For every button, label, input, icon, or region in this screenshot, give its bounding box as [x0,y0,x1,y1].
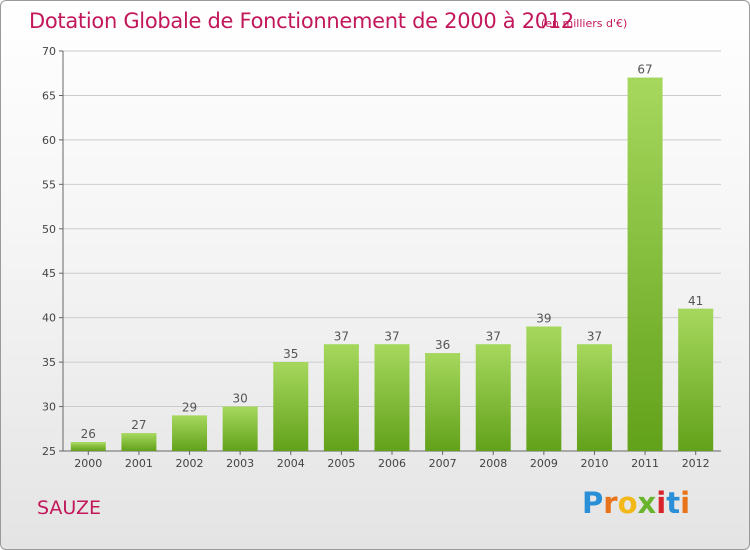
x-tick-label: 2011 [631,457,659,470]
x-tick-label: 2012 [682,457,710,470]
y-tick-label: 25 [42,445,56,458]
logo-letter: r [603,486,618,520]
data-label: 37 [587,329,602,343]
data-label: 39 [536,312,551,326]
logo-letter: t [666,486,681,520]
logo-letter: i [680,486,691,520]
bar-cap [323,344,359,347]
bar-cap [425,353,461,356]
y-tick-label: 65 [42,89,56,102]
data-label: 30 [233,392,248,406]
labels: 26 27 29 30 35 37 37 36 37 39 37 67 41 [81,63,704,441]
bar [425,353,461,451]
logo-letter: x [637,486,657,520]
bar [222,406,258,451]
bar [627,77,663,452]
y-tick-label: 45 [42,267,56,280]
chart-subtitle: (en milliers d'€) [541,17,628,30]
bar [475,344,511,451]
y-tick-label: 70 [42,45,56,58]
commune-name: SAUZE [37,497,102,519]
x-tick-label: 2000 [74,457,102,470]
bar [172,415,208,451]
y-tick-label: 55 [42,178,56,191]
x-tick-label: 2005 [327,457,355,470]
y-tick-label: 30 [42,401,56,414]
logo-letter: P [582,486,604,520]
data-label: 35 [283,347,298,361]
x-tick-label: 2008 [479,457,507,470]
bar-cap [678,308,714,311]
bar [678,308,714,451]
bar-cap [70,442,106,445]
bar [70,442,106,451]
bar-cap [374,344,410,347]
axes: 25 30 35 40 45 50 55 60 65 70 2000 2001 2002 2003 2004… [42,45,721,470]
bar [526,326,562,451]
bar [121,433,157,451]
data-label: 36 [435,338,450,352]
data-label: 67 [637,63,652,77]
x-tick-label: 2010 [580,457,608,470]
bar [374,344,410,451]
bar-cap [172,415,208,418]
data-label: 37 [334,329,349,343]
data-label: 27 [131,418,146,432]
bar [323,344,359,451]
data-label: 29 [182,400,197,414]
x-tick-label: 2001 [125,457,153,470]
y-tick-label: 35 [42,356,56,369]
bar-cap [526,326,562,329]
x-tick-label: 2002 [176,457,204,470]
bar [576,344,612,451]
data-label: 37 [384,329,399,343]
y-tick-label: 60 [42,134,56,147]
x-tick-label: 2006 [378,457,406,470]
bar-cap [576,344,612,347]
x-tick-label: 2003 [226,457,254,470]
y-tick-label: 50 [42,223,56,236]
bars [70,77,714,452]
y-tick-label: 40 [42,312,56,325]
data-label: 41 [688,294,703,308]
bar-cap [475,344,511,347]
logo-letter: o [617,486,638,520]
chart-title: Dotation Globale de Fonctionnement de 20… [29,9,574,33]
x-tick-label: 2004 [277,457,305,470]
logo-letter: i [656,486,667,520]
bar-cap [273,362,309,365]
bar [273,362,309,451]
x-tick-label: 2007 [429,457,457,470]
bar-cap [121,433,157,436]
data-label: 26 [81,427,96,441]
bar-cap [627,77,663,80]
x-tick-label: 2009 [530,457,558,470]
bar-cap [222,406,258,409]
data-label: 37 [486,329,501,343]
proxiti-logo: Proxiti [582,486,690,520]
